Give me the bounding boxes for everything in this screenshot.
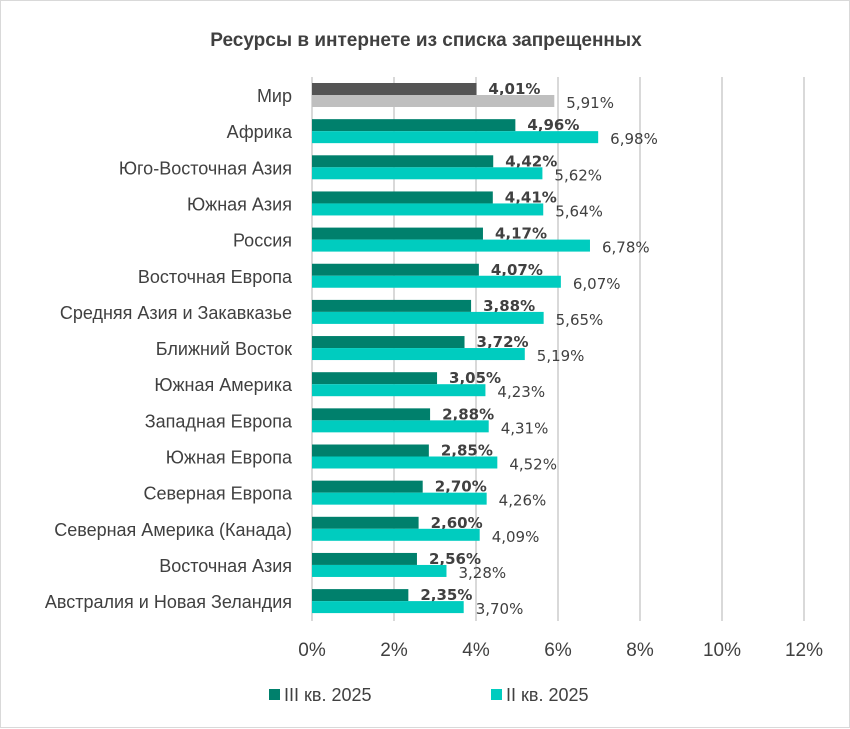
x-tick-label: 8% [626, 640, 654, 661]
data-label: 2,56% [429, 550, 481, 568]
data-label: 2,70% [435, 478, 487, 496]
bar [312, 372, 438, 385]
bar [312, 408, 431, 421]
bar [312, 601, 464, 614]
data-label: 5,91% [566, 94, 614, 112]
data-label: 3,70% [476, 600, 524, 618]
bar [312, 95, 555, 107]
bar [312, 131, 599, 144]
data-label: 5,62% [554, 166, 602, 184]
x-tick-label: 0% [298, 640, 326, 661]
category-label: Восточная Европа [138, 267, 293, 287]
bar [312, 311, 544, 324]
x-tick-label: 12% [785, 640, 823, 661]
data-label: 4,42% [505, 152, 557, 170]
legend-swatch [491, 689, 502, 700]
data-label: 4,52% [509, 456, 557, 474]
data-label: 4,31% [501, 419, 549, 437]
bar [312, 552, 417, 565]
bar [312, 564, 447, 577]
data-label: 6,78% [602, 239, 650, 257]
data-label: 5,64% [555, 202, 603, 220]
category-label: Средняя Азия и Закавказье [60, 303, 292, 323]
x-tick-label: 2% [380, 640, 408, 661]
data-label: 3,05% [449, 369, 501, 387]
category-label: Африка [227, 122, 293, 142]
bar [312, 167, 543, 180]
category-label: Южная Азия [187, 194, 292, 214]
data-label: 6,98% [610, 130, 658, 148]
bar [312, 239, 590, 252]
data-label: 2,35% [420, 586, 472, 604]
bar [312, 263, 479, 276]
data-label: 4,17% [495, 225, 547, 243]
data-label: 2,60% [431, 514, 483, 532]
bar [312, 384, 486, 397]
category-label: Северная Америка (Канада) [54, 520, 292, 540]
legend-swatch [269, 689, 280, 700]
bar [312, 155, 494, 168]
bar [312, 83, 477, 95]
legend-label: II кв. 2025 [506, 685, 589, 705]
data-label: 5,19% [537, 347, 585, 365]
category-label: Мир [257, 86, 292, 106]
data-label: 4,96% [527, 116, 579, 134]
data-label: 4,09% [492, 528, 540, 546]
data-label: 4,23% [497, 383, 545, 401]
chart-title: Ресурсы в интернете из списка запрещенны… [210, 30, 642, 51]
bar [312, 299, 472, 312]
data-label: 4,41% [505, 188, 557, 206]
category-label: Восточная Азия [159, 556, 292, 576]
bar [312, 528, 480, 541]
bar [312, 348, 525, 361]
x-tick-label: 4% [462, 640, 490, 661]
x-tick-label: 10% [703, 640, 741, 661]
data-label: 4,07% [491, 261, 543, 279]
bar [312, 336, 465, 349]
data-label: 5,65% [556, 311, 604, 329]
data-label: 4,01% [488, 80, 540, 98]
bar [312, 516, 419, 529]
bar [312, 589, 409, 602]
category-label: Южная Америка [154, 375, 293, 395]
category-label: Северная Европа [144, 484, 293, 504]
data-label: 3,28% [458, 564, 506, 582]
data-label: 3,72% [477, 333, 529, 351]
data-label: 3,88% [483, 297, 535, 315]
x-tick-label: 6% [544, 640, 572, 661]
bar [312, 480, 423, 493]
bar [312, 119, 516, 132]
bar [312, 492, 487, 505]
bar [312, 456, 498, 469]
bar [312, 444, 429, 457]
category-label: Россия [233, 231, 292, 251]
legend-label: III кв. 2025 [284, 685, 372, 705]
data-label: 2,85% [441, 442, 493, 460]
bar [312, 203, 544, 216]
bar [312, 191, 493, 204]
data-label: 6,07% [573, 275, 621, 293]
data-label: 4,26% [499, 492, 547, 510]
bar [312, 420, 489, 433]
category-label: Юго-Восточная Азия [119, 158, 292, 178]
category-label: Западная Европа [145, 411, 293, 431]
data-label: 2,88% [442, 405, 494, 423]
category-label: Южная Европа [166, 448, 293, 468]
category-label: Австралия и Новая Зеландия [45, 592, 292, 612]
bar [312, 275, 561, 288]
category-label: Ближний Восток [156, 339, 292, 359]
bar [312, 227, 483, 240]
